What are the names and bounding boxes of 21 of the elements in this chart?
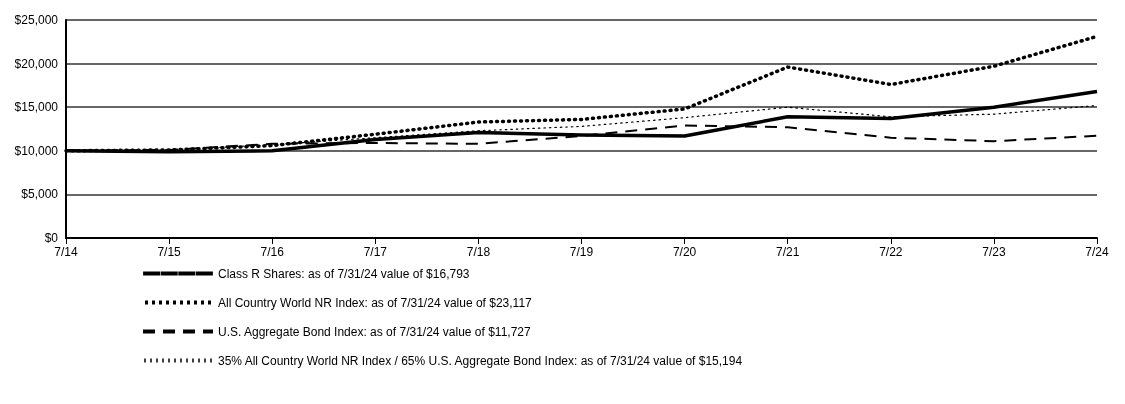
y-tick-label: $0 — [44, 231, 59, 245]
x-tick-label: 7/17 — [363, 245, 388, 259]
x-tick-label: 7/18 — [466, 245, 491, 259]
legend-label: U.S. Aggregate Bond Index: as of 7/31/24 value of $11,727 — [218, 324, 531, 339]
y-tick-label: $20,000 — [14, 56, 59, 71]
y-tick-label: $10,000 — [14, 143, 59, 158]
x-tick-label: 7/20 — [672, 245, 697, 259]
legend-label: 35% All Country World NR Index / 65% U.S. Aggregate Bond Index: as of 7/31/24 value of $15,194 — [218, 353, 743, 368]
x-tick-label: 7/22 — [879, 245, 903, 259]
x-tick-label: 7/14 — [54, 245, 78, 259]
x-tick-label: 7/19 — [569, 245, 594, 259]
y-tick-label: $25,000 — [14, 13, 59, 27]
legend-label: Class R Shares: as of 7/31/24 value of $16,793 — [218, 266, 470, 281]
x-tick-label: 7/16 — [260, 245, 285, 259]
x-tick-label: 7/15 — [157, 245, 182, 259]
x-tick-label: 7/21 — [776, 245, 800, 259]
y-tick-label: $5,000 — [21, 187, 59, 202]
y-tick-label: $15,000 — [14, 100, 59, 115]
x-tick-label: 7/24 — [1085, 245, 1109, 259]
x-tick-label: 7/23 — [982, 245, 1006, 259]
legend-label: All Country World NR Index: as of 7/31/24 value of $23,117 — [218, 295, 533, 310]
